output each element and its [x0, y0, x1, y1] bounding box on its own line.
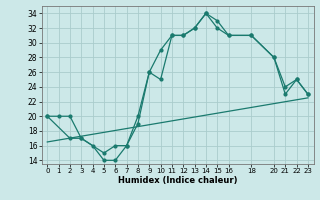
- X-axis label: Humidex (Indice chaleur): Humidex (Indice chaleur): [118, 176, 237, 185]
